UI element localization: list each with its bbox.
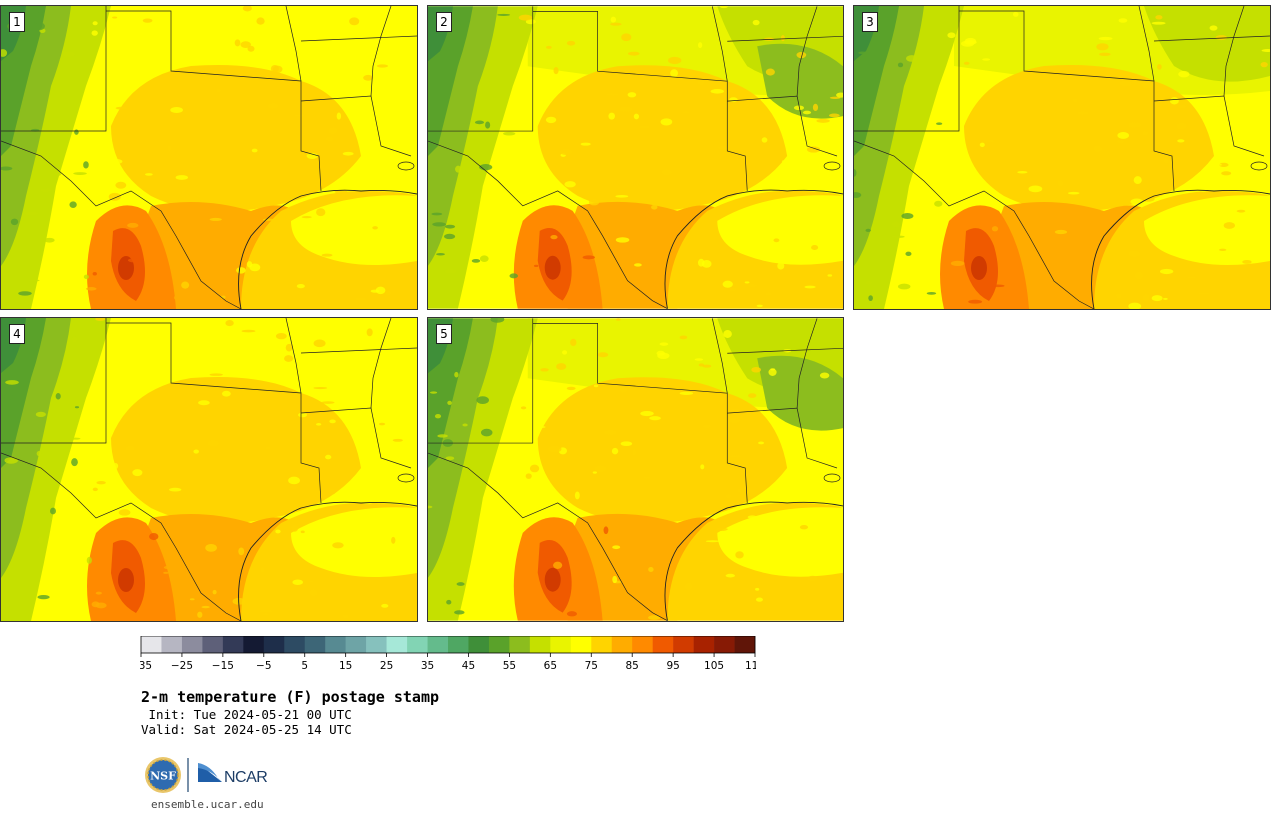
colorbar-tick-label: 15: [339, 660, 352, 672]
stamp-label-4: 4: [9, 324, 25, 344]
temperature-field: [1, 318, 417, 621]
temperature-field: [1, 6, 417, 309]
colorbar-tick-label: 95: [666, 660, 679, 672]
state-boundaries: [428, 318, 843, 621]
colorbar-tick-label: −5: [256, 660, 271, 672]
colorbar-tick-label: −35: [140, 660, 152, 672]
colorbar-swatch: [652, 636, 674, 653]
state-boundaries: [1, 318, 417, 621]
colorbar-tick-label: 105: [704, 660, 724, 672]
colorbar-tick-label: 25: [380, 660, 393, 672]
colorbar-swatch: [407, 636, 428, 653]
temperature-map-3: [854, 6, 1270, 309]
colorbar-swatch: [509, 636, 531, 653]
colorbar-swatch: [181, 636, 203, 653]
colorbar-swatch: [325, 636, 346, 653]
colorbar-swatch: [222, 636, 244, 653]
temperature-colorbar: −35 −25 −15 −5 5 15 25 35 45 55 65 75 85 95 105 115: [140, 636, 756, 672]
ncar-logo-text: NCAR: [224, 769, 267, 786]
stamp-label-1: 1: [9, 12, 25, 32]
state-boundaries: [428, 6, 843, 309]
stamp-panel-3: 3: [853, 5, 1271, 310]
colorbar-tick-label: −25: [171, 660, 193, 672]
colorbar-tick-label: 65: [544, 660, 557, 672]
colorbar-swatch: [284, 636, 306, 653]
nsf-logo: NSF: [145, 757, 181, 793]
stamp-label-3: 3: [862, 12, 878, 32]
colorbar-swatch: [141, 636, 162, 653]
site-link[interactable]: ensemble.ucar.edu: [151, 798, 264, 811]
temperature-field: [428, 318, 843, 621]
colorbar-tick-label: −15: [212, 660, 234, 672]
stamp-panel-4: 4: [0, 317, 418, 622]
state-boundaries: [1, 6, 417, 309]
state-boundaries: [854, 6, 1270, 309]
init-time: Init: Tue 2024-05-21 00 UTC: [141, 707, 352, 722]
stamp-label-2: 2: [436, 12, 452, 32]
colorbar-swatch: [161, 636, 183, 653]
colorbar-swatch: [550, 636, 572, 653]
map-title: 2-m temperature (F) postage stamp: [141, 688, 440, 706]
temperature-field: [428, 6, 843, 309]
colorbar-swatch: [263, 636, 285, 653]
colorbar-swatch: [468, 636, 490, 653]
colorbar-tick-label: 115: [745, 660, 756, 672]
colorbar-swatch: [202, 636, 224, 653]
colorbar-tick-label: 45: [462, 660, 475, 672]
colorbar-swatch: [304, 636, 326, 653]
colorbar-swatch: [714, 636, 735, 653]
colorbar-swatch: [366, 636, 387, 653]
ncar-logo: NCAR: [198, 763, 268, 786]
colorbar-swatch: [448, 636, 469, 653]
colorbar-swatch: [570, 636, 592, 653]
nsf-ncar-logos: NSF NCAR: [145, 757, 268, 793]
colorbar-swatch: [529, 636, 551, 653]
temperature-field: [854, 6, 1270, 309]
colorbar-swatch: [591, 636, 613, 653]
colorbar-tick-label: 5: [301, 660, 308, 672]
temperature-map-2: [428, 6, 843, 309]
colorbar-swatch: [488, 636, 510, 653]
temperature-map-1: [1, 6, 417, 309]
colorbar-swatch: [693, 636, 715, 653]
colorbar-tick-label: 75: [585, 660, 598, 672]
stamp-panel-2: 2: [427, 5, 844, 310]
stamp-panel-1: 1: [0, 5, 418, 310]
nsf-logo-text: NSF: [150, 770, 176, 783]
colorbar-tick-label: 85: [626, 660, 639, 672]
colorbar-tick-label: 55: [503, 660, 516, 672]
colorbar-swatch: [734, 636, 756, 653]
colorbar-swatch: [611, 636, 633, 653]
colorbar-swatch: [632, 636, 653, 653]
temperature-map-5: [428, 318, 843, 621]
colorbar-swatch: [427, 636, 449, 653]
temperature-map-4: [1, 318, 417, 621]
stamp-label-5: 5: [436, 324, 452, 344]
valid-time: Valid: Sat 2024-05-25 14 UTC: [141, 722, 352, 737]
colorbar-swatch: [243, 636, 265, 653]
colorbar-swatch: [673, 636, 694, 653]
colorbar-swatch: [345, 636, 367, 653]
colorbar-swatch: [386, 636, 408, 653]
colorbar-tick-label: 35: [421, 660, 434, 672]
stamp-panel-5: 5: [427, 317, 844, 622]
